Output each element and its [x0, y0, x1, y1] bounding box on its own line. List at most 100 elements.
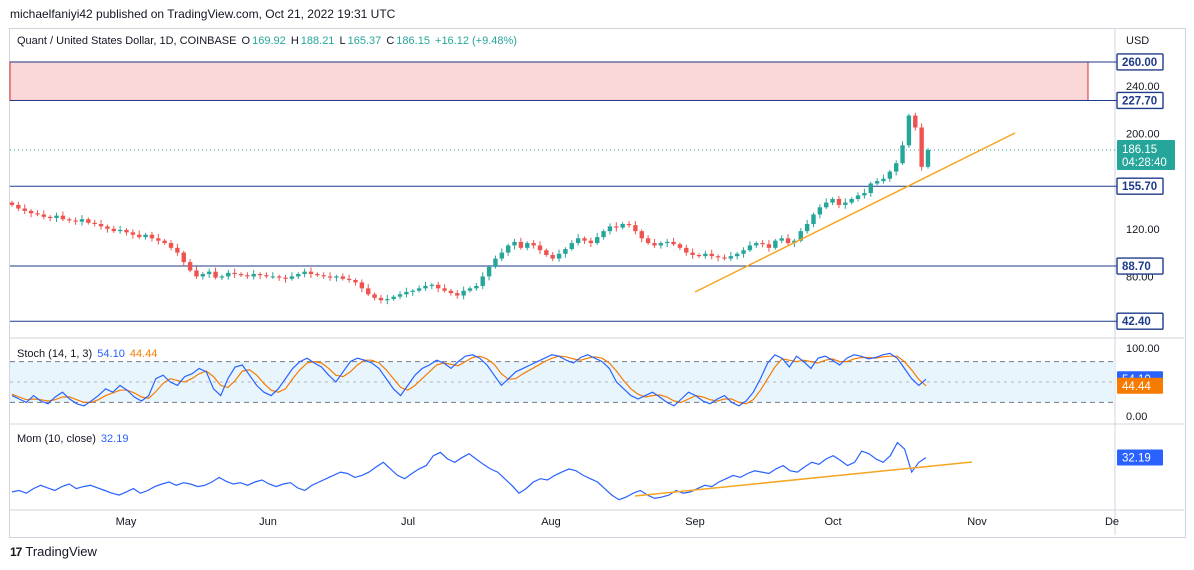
candle-body: [900, 145, 905, 164]
stoch-k-line: [11, 352, 927, 407]
candle-body: [206, 271, 212, 275]
high-value: 188.21: [300, 35, 335, 47]
candle-body: [219, 276, 225, 278]
x-tick-label: Sep: [685, 516, 705, 528]
candle-body: [614, 226, 619, 228]
y-tick-label: 120.00: [1126, 224, 1160, 236]
stoch-tick-label: 100.00: [1126, 343, 1160, 355]
stoch-legend[interactable]: Stoch (14, 1, 3) 54.10 44.44: [17, 348, 159, 360]
candle-body: [156, 238, 161, 241]
candle-body: [919, 127, 924, 167]
close-label: C: [386, 35, 395, 47]
candle-body: [9, 202, 15, 205]
candle-body: [283, 277, 288, 279]
candle-body: [544, 250, 549, 255]
candle-body: [340, 276, 345, 279]
main-legend: Quant / United States Dollar, 1D, COINBA…: [17, 35, 519, 47]
candle-body: [321, 275, 326, 277]
candle-body: [925, 149, 931, 167]
candle-body: [830, 198, 835, 203]
candle-body: [289, 276, 295, 279]
low-label: L: [339, 35, 346, 47]
candle-body: [200, 274, 206, 277]
x-tick-label: May: [116, 516, 137, 528]
momentum-trendline: [634, 461, 973, 497]
candle-body: [843, 202, 848, 205]
open-value: 169.92: [252, 35, 286, 47]
candle-body: [391, 296, 396, 300]
candle-body: [645, 238, 651, 244]
mom-badge: [1117, 449, 1163, 466]
last-price-label: 186.15: [1122, 144, 1157, 156]
candle-body: [836, 198, 842, 205]
candle-body: [779, 238, 784, 241]
candle-body: [671, 241, 676, 245]
symbol-label[interactable]: Quant / United States Dollar, 1D, COINBA…: [17, 35, 237, 47]
candle-body: [626, 224, 632, 226]
level-label-box: [1116, 91, 1164, 110]
candle-body: [874, 181, 880, 184]
candle-body: [410, 290, 415, 292]
mom-legend[interactable]: Mom (10, close) 32.19: [17, 433, 130, 445]
level-label-box: [1116, 177, 1164, 195]
candle-body: [16, 204, 21, 209]
candle-body: [760, 243, 765, 245]
candle-body: [906, 115, 912, 146]
candle-body: [397, 294, 403, 297]
mom-title: Mom (10, close): [17, 433, 96, 445]
candle-body: [416, 288, 422, 291]
x-tick-label: Nov: [967, 516, 987, 528]
y-tick-label: 200.00: [1126, 128, 1160, 140]
candle-body: [86, 219, 91, 223]
candle-body: [569, 243, 574, 250]
candle-body: [754, 243, 759, 246]
candle-body: [849, 198, 854, 203]
mom-value: 32.19: [100, 433, 129, 445]
candle-body: [862, 193, 867, 196]
stoch-d-line: [11, 355, 927, 405]
footer-brand[interactable]: TradingView: [25, 544, 97, 559]
candle-body: [175, 247, 180, 253]
x-tick-label: Aug: [541, 516, 561, 528]
candle-body: [556, 253, 562, 259]
level-label-box: [1116, 312, 1164, 330]
candle-body: [35, 213, 40, 215]
candle-body: [73, 220, 78, 222]
candle-body: [766, 244, 772, 248]
candle-body: [346, 278, 352, 280]
level-label: 42.40: [1122, 316, 1151, 328]
candle-body: [79, 219, 85, 222]
candle-body: [105, 226, 110, 229]
candle-body: [429, 284, 435, 286]
candle-body: [137, 234, 142, 238]
candle-body: [595, 237, 600, 244]
footer: 17 TradingView: [10, 544, 97, 559]
candle-body: [359, 282, 365, 289]
candle-body: [435, 284, 441, 289]
candle-body: [54, 215, 59, 219]
publisher-line: michaelfaniyi42 published on TradingView…: [10, 7, 396, 21]
candle-body: [493, 258, 498, 267]
candle-body: [67, 219, 72, 221]
candle-body: [652, 243, 657, 246]
candle-body: [181, 252, 186, 263]
candle-body: [550, 254, 555, 259]
candle-body: [658, 243, 664, 246]
x-tick-label: Jul: [401, 516, 415, 528]
candle-body: [270, 276, 276, 278]
stoch-k-value: 54.10: [97, 348, 125, 360]
candle-body: [734, 253, 740, 257]
candle-body: [633, 225, 638, 232]
x-tick-label: De: [1105, 516, 1119, 528]
candle-body: [124, 229, 129, 233]
candle-body: [302, 271, 307, 275]
open-label: O: [241, 35, 251, 47]
currency-label[interactable]: USD: [1126, 35, 1150, 47]
candle-body: [448, 290, 454, 294]
candle-body: [130, 232, 136, 235]
candle-body: [60, 215, 66, 220]
candle-body: [741, 250, 746, 254]
last-price-badge: [1117, 139, 1175, 170]
candle-body: [747, 245, 753, 251]
